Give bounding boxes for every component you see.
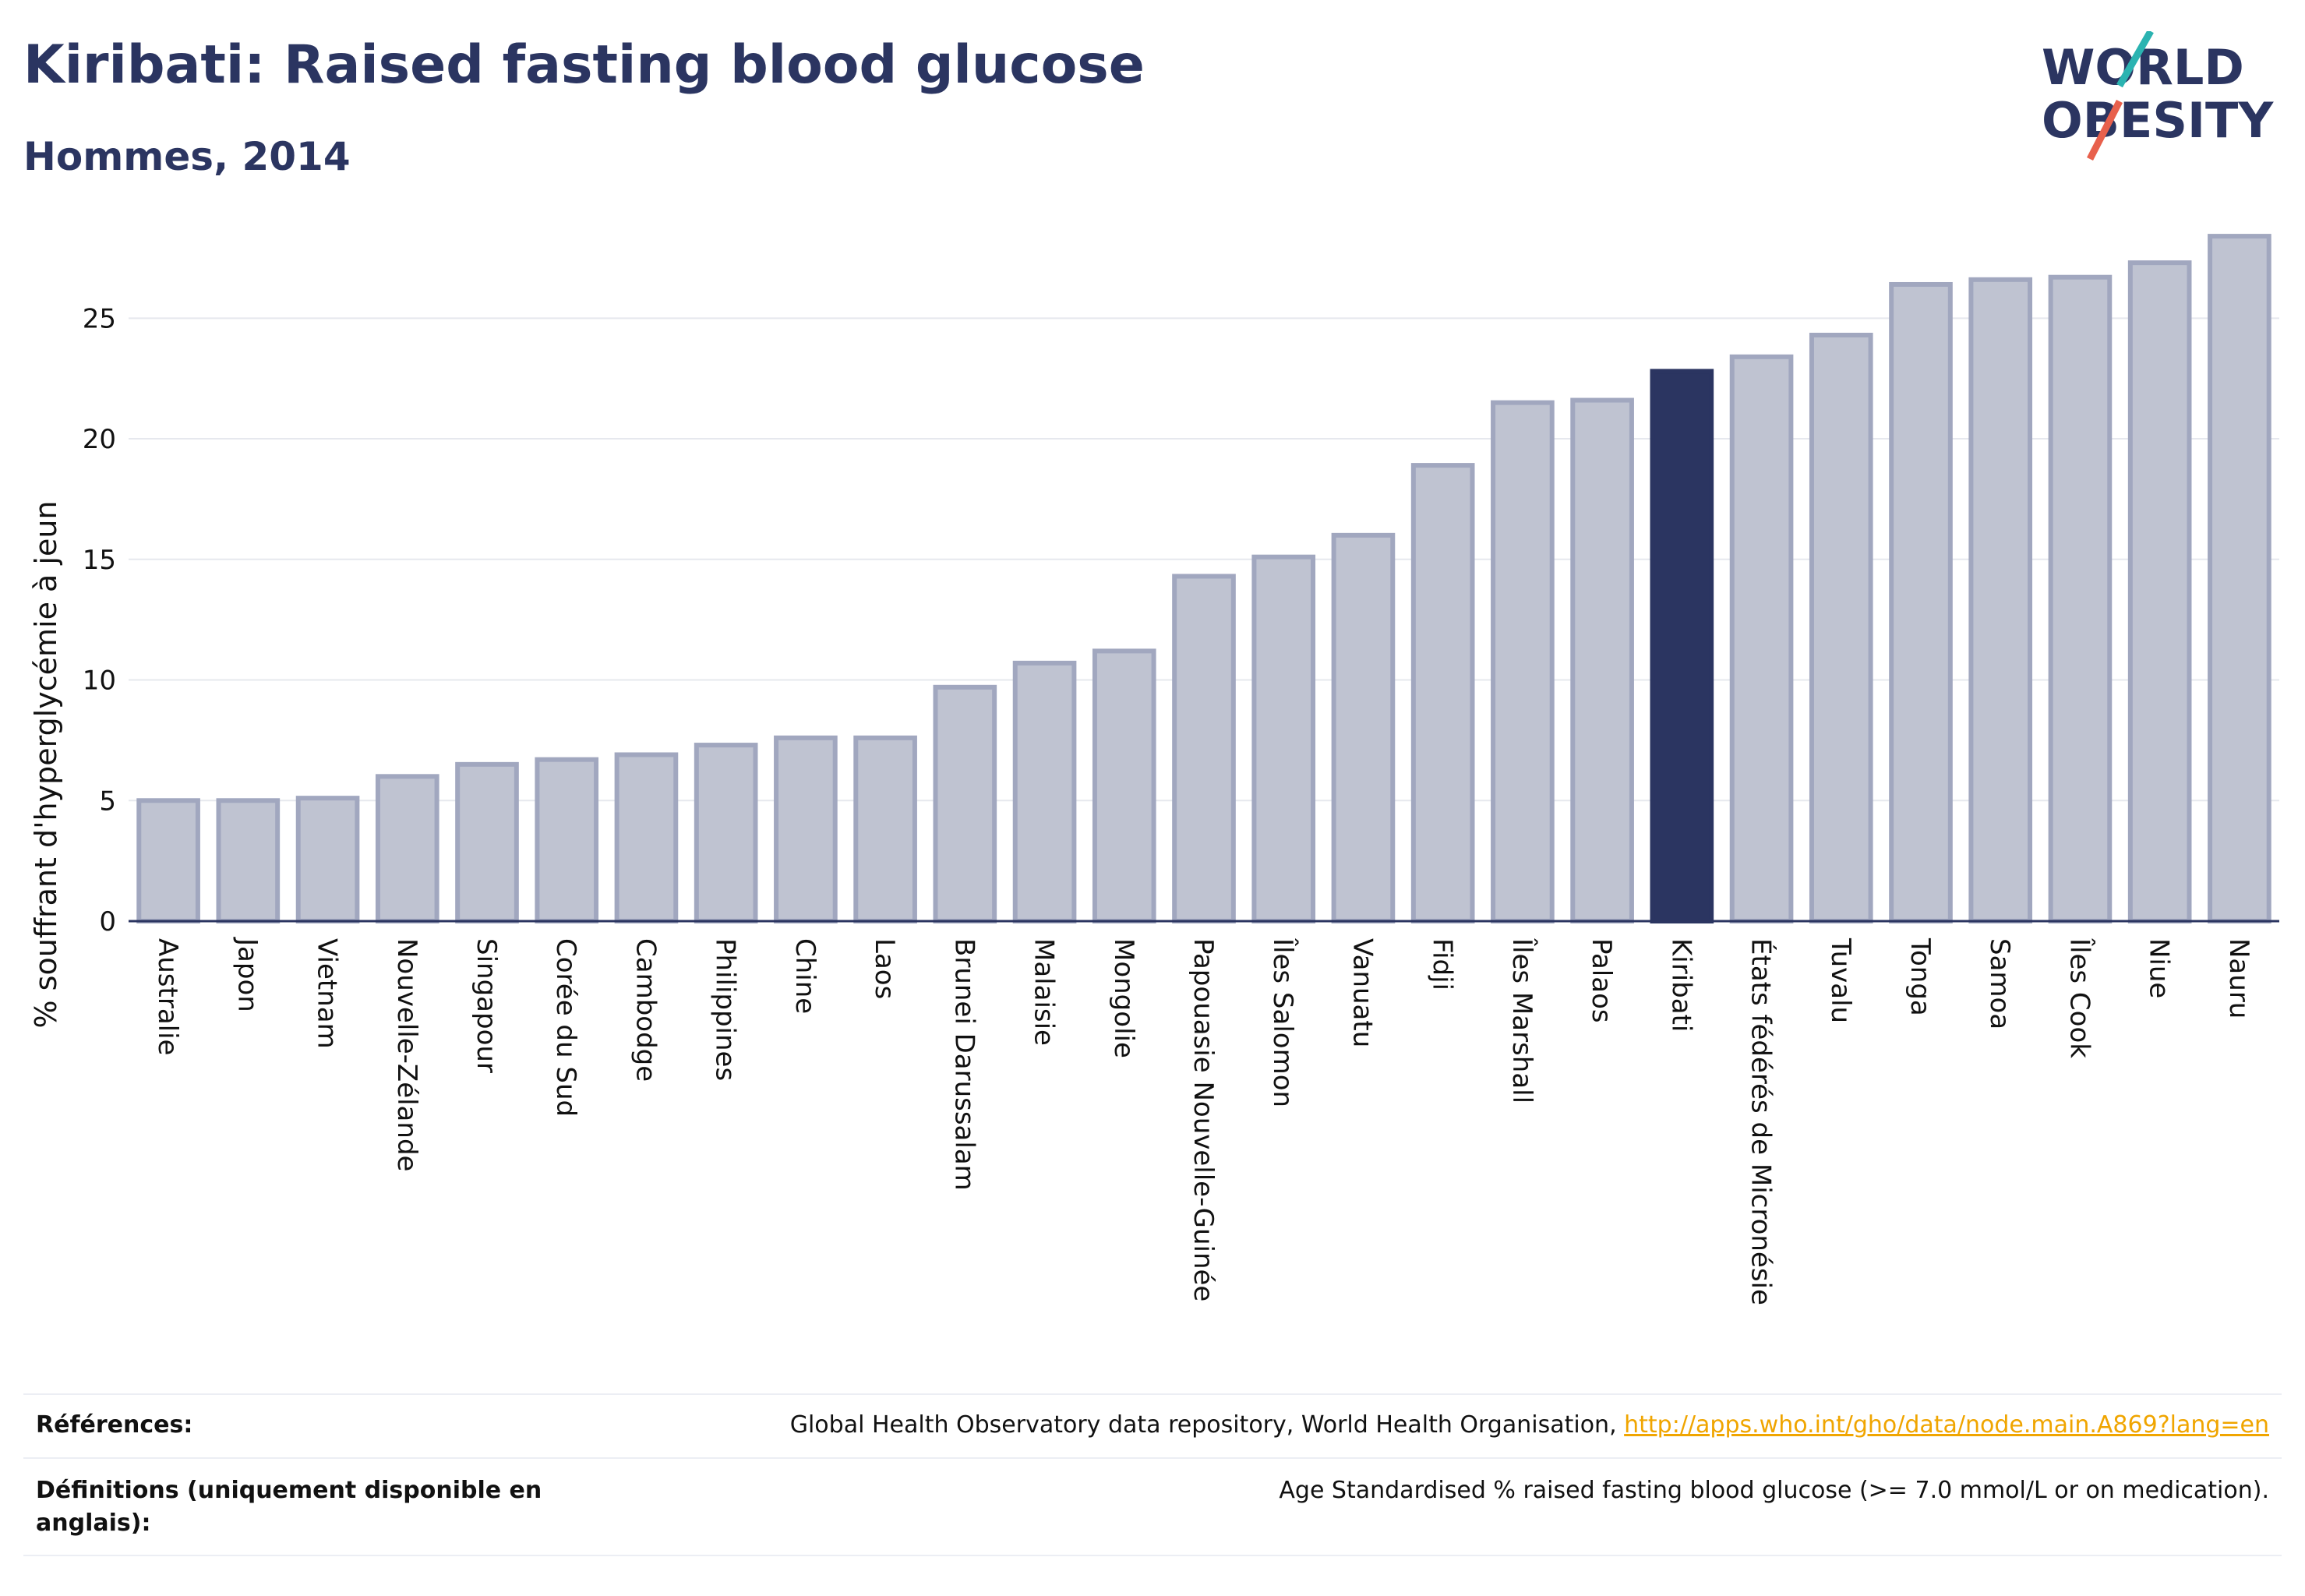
x-tick-label: Laos <box>869 938 900 999</box>
definitions-label-line1: Définitions (uniquement disponible en <box>36 1477 542 1504</box>
bar-cambodge <box>614 752 679 923</box>
bar-papouasie-nouvelle-guin-e <box>1172 574 1236 923</box>
x-tick-label: Îles Marshall <box>1506 937 1538 1103</box>
references-value: Global Health Observatory data repositor… <box>790 1409 2269 1442</box>
bar-laos <box>853 735 917 923</box>
bar-vietnam <box>295 796 360 924</box>
x-tick-label: Vietnam <box>312 938 343 1049</box>
bar--les-cook <box>2048 274 2113 923</box>
world-obesity-logo: WORLD OBESITY <box>2042 31 2274 161</box>
y-tick-label: 10 <box>83 666 116 697</box>
x-tick-label: Malaisie <box>1029 938 1060 1046</box>
page-subtitle: Hommes, 2014 <box>23 134 351 179</box>
footer-divider-top <box>23 1393 2282 1395</box>
references-label: Références: <box>36 1411 193 1439</box>
x-tick-label: Samoa <box>1984 938 2015 1029</box>
bar-tuvalu <box>1809 332 1873 923</box>
y-tick-label: 0 <box>99 906 116 937</box>
bar-australie <box>136 798 200 924</box>
y-tick-label: 15 <box>83 545 116 576</box>
x-tick-label: Cambodge <box>630 938 661 1082</box>
bar-kiribati <box>1650 369 1714 923</box>
bar-nouvelle-z-lande <box>375 774 439 923</box>
x-tick-label: Singapour <box>471 938 502 1073</box>
x-tick-label: Nauru <box>2223 938 2254 1019</box>
x-tick-label: Îles Cook <box>2063 937 2095 1058</box>
definitions-label: Définitions (uniquement disponible en an… <box>36 1474 542 1540</box>
x-tick-label: Brunei Darussalam <box>948 938 980 1191</box>
x-axis-ticks: Australie Japon Vietnam Nouvelle-Zélande Sin… <box>152 937 2254 1305</box>
bars <box>136 234 2271 924</box>
bar-mongolie <box>1092 648 1156 923</box>
bar--les-salomon <box>1251 554 1316 924</box>
bar--les-marshall <box>1491 400 1555 923</box>
logo-slash-teal <box>2116 31 2154 88</box>
x-tick-label: Australie <box>152 938 183 1055</box>
x-tick-label: Corée du Sud <box>550 938 581 1117</box>
y-axis-ticks: 0 5 10 15 20 25 <box>83 303 116 937</box>
x-tick-label: Kiribati <box>1665 938 1696 1032</box>
x-tick-label: Fidji <box>1427 938 1458 990</box>
definitions-label-line2: anglais): <box>36 1509 151 1537</box>
x-tick-label: Papouasie Nouvelle-Guinée <box>1188 938 1219 1301</box>
references-text: Global Health Observatory data repositor… <box>789 1411 1625 1439</box>
x-tick-label: Japon <box>231 937 263 1012</box>
logo-slash-red <box>2086 99 2123 161</box>
x-tick-label: Philippines <box>710 938 741 1081</box>
bar--tats-f-d-r-s-de-micron-sie <box>1729 354 1794 923</box>
x-tick-label: Îles Salomon <box>1267 937 1299 1107</box>
bar-palaos <box>1570 397 1634 923</box>
bar-cor-e-du-sud <box>535 757 599 924</box>
x-tick-label: États fédérés de Micronésie <box>1746 938 1777 1305</box>
bar-chart: 0 5 10 15 20 25 Australie Japon Vietnam Nouvelle… <box>29 234 2279 1305</box>
bar-tonga <box>1889 281 1953 923</box>
footer-divider-middle <box>23 1457 2282 1459</box>
x-tick-label: Nouvelle-Zélande <box>391 938 422 1171</box>
y-tick-label: 5 <box>99 786 116 817</box>
y-tick-label: 25 <box>83 303 116 334</box>
bar-nauru <box>2208 234 2271 923</box>
bar-fidji <box>1410 463 1475 923</box>
x-tick-label: Chine <box>789 938 821 1014</box>
page-title: Kiribati: Raised fasting blood glucose <box>23 34 1145 96</box>
bar-brunei-darussalam <box>933 684 997 924</box>
logo-text-obesity: OBESITY <box>2042 92 2274 149</box>
bar-chine <box>774 735 838 923</box>
x-tick-label: Niue <box>2144 938 2175 998</box>
x-tick-label: Vanuatu <box>1347 938 1378 1047</box>
bar-vanuatu <box>1331 532 1396 923</box>
x-tick-label: Mongolie <box>1108 938 1139 1058</box>
bar-philippines <box>694 743 758 924</box>
bar-samoa <box>1968 277 2033 923</box>
footer-divider-bottom <box>23 1555 2282 1556</box>
x-tick-label: Palaos <box>1586 938 1617 1023</box>
bar-malaisie <box>1012 660 1077 923</box>
bar-japon <box>216 798 281 924</box>
references-link[interactable]: http://apps.who.int/gho/data/node.main.A… <box>1624 1411 2269 1439</box>
bar-niue <box>2127 260 2192 923</box>
x-tick-label: Tuvalu <box>1825 937 1856 1023</box>
x-tick-label: Tonga <box>1904 937 1936 1016</box>
bar-singapour <box>455 761 519 923</box>
y-tick-label: 20 <box>83 424 116 455</box>
y-axis-label: % souffrant d'hyperglycémie à jeun <box>29 500 63 1028</box>
definitions-text: Age Standardised % raised fasting blood … <box>1279 1477 2269 1504</box>
